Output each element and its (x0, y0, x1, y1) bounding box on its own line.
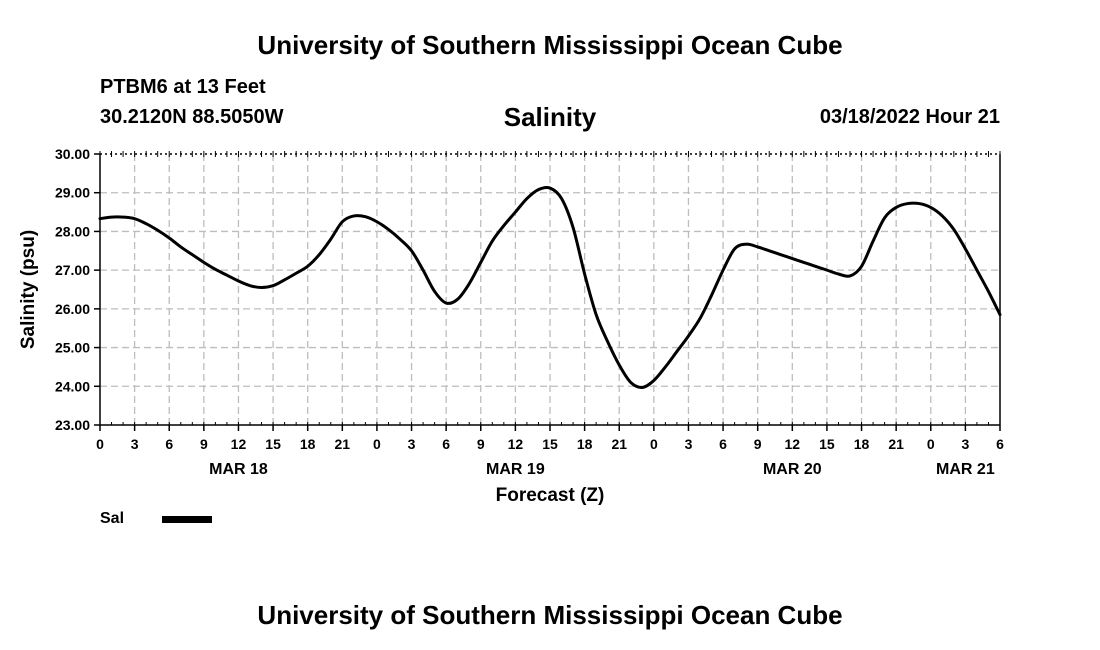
x-tick-label: 0 (96, 436, 104, 452)
x-tick-label: 3 (961, 436, 969, 452)
chart-grid (100, 154, 1000, 425)
chart-axes (94, 151, 1001, 431)
x-tick-label: 15 (542, 436, 558, 452)
x-tick-label: 0 (650, 436, 658, 452)
legend-swatch (162, 516, 212, 523)
y-tick-label: 30.00 (55, 146, 90, 162)
y-tick-label: 26.00 (55, 301, 90, 317)
x-tick-label: 9 (754, 436, 762, 452)
x-tick-label: 18 (854, 436, 870, 452)
x-axis-title: Forecast (Z) (496, 485, 605, 506)
main-title: University of Southern Mississippi Ocean… (257, 30, 843, 60)
y-tick-label: 28.00 (55, 223, 90, 239)
chart-title: Salinity (503, 102, 597, 132)
x-tick-label: 6 (996, 436, 1004, 452)
series-line-salinity (98, 185, 1002, 389)
forecast-datetime: 03/18/2022 Hour 21 (819, 106, 1000, 128)
x-tick-label: 18 (577, 436, 593, 452)
x-tick-label: 15 (265, 436, 281, 452)
x-tick-label: 0 (373, 436, 381, 452)
station-coordinates: 30.2120N 88.5050W (100, 106, 284, 128)
y-tick-label: 23.00 (55, 417, 90, 433)
day-label: MAR 18 (209, 461, 268, 478)
x-tick-label: 3 (131, 436, 139, 452)
x-tick-label: 0 (927, 436, 935, 452)
x-tick-label: 12 (785, 436, 801, 452)
y-tick-label: 25.00 (55, 340, 90, 356)
x-tick-label: 21 (611, 436, 627, 452)
x-tick-label: 12 (231, 436, 247, 452)
x-tick-label: 18 (300, 436, 316, 452)
x-tick-label: 6 (719, 436, 727, 452)
y-axis-title: Salinity (psu) (18, 230, 39, 349)
x-tick-label: 3 (408, 436, 416, 452)
x-tick-label: 9 (200, 436, 208, 452)
x-tick-label: 6 (165, 436, 173, 452)
y-tick-label: 27.00 (55, 262, 90, 278)
x-tick-label: 21 (335, 436, 351, 452)
day-label: MAR 19 (486, 461, 545, 478)
x-tick-label: 6 (442, 436, 450, 452)
x-tick-label: 21 (888, 436, 904, 452)
legend-label: Sal (100, 510, 125, 527)
y-tick-label: 29.00 (55, 185, 90, 201)
x-tick-label: 3 (685, 436, 693, 452)
chart-labels: 23.00 24.00 25.00 26.00 27.00 28.00 29.00 30.00… (18, 146, 1004, 506)
x-tick-label: 12 (508, 436, 524, 452)
day-label: MAR 20 (763, 461, 822, 478)
y-tick-label: 24.00 (55, 378, 90, 394)
x-tick-label: 9 (477, 436, 485, 452)
day-label: MAR 21 (936, 461, 995, 478)
station-label: PTBM6 at 13 Feet (100, 76, 266, 98)
x-tick-label: 15 (819, 436, 835, 452)
chart-series (98, 185, 1002, 389)
footer-title: University of Southern Mississippi Ocean… (257, 600, 843, 630)
